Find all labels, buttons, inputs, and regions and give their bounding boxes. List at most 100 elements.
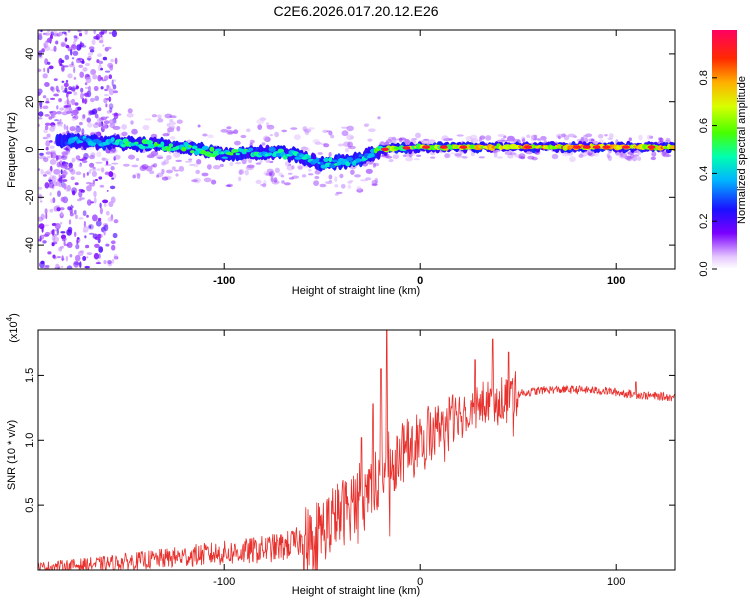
spectrogram-noise-blob	[53, 255, 57, 260]
snr-y-axis-label: SNR (10 * v/v)	[6, 420, 18, 490]
spectrogram-noise-blob	[75, 155, 81, 161]
spectrogram-halo-blob	[49, 159, 57, 165]
spectrogram-noise-blob	[43, 129, 48, 134]
spectrogram-noise-blob	[52, 254, 56, 259]
spectrogram-halo-blob	[590, 138, 595, 142]
spectrogram-noise-blob	[58, 174, 61, 178]
spectrogram-noise-blob	[94, 113, 99, 119]
spectrogram-noise-blob	[92, 214, 98, 222]
spectrogram-halo-blob	[651, 151, 657, 157]
spectrogram-halo-blob	[270, 176, 274, 182]
spectrogram-noise-blob	[96, 59, 100, 64]
snr-y-multiplier-exponent: 4	[5, 316, 14, 321]
spectrogram-halo-blob	[220, 128, 229, 133]
spectrogram-halo-blob	[89, 155, 95, 160]
spectrogram-halo-blob	[176, 125, 181, 132]
spectrogram-noise-blob	[38, 111, 44, 117]
spectrogram-noise-blob	[105, 103, 108, 108]
spectrogram-halo-blob	[288, 177, 295, 180]
spectrogram-halo-blob	[630, 153, 634, 159]
spectrogram-noise-blob	[50, 181, 55, 185]
spectrogram-noise-blob	[80, 92, 84, 100]
spectrogram-halo-blob	[454, 153, 462, 157]
spectrogram-noise-blob	[74, 209, 77, 215]
spectrogram-noise-blob	[64, 38, 68, 43]
spectrogram-halo-blob	[526, 134, 531, 139]
spectrogram-halo-blob	[42, 105, 49, 110]
spectrogram-peak-blob	[573, 145, 581, 149]
spectrogram-noise-blob	[53, 45, 57, 52]
spectrogram-noise-blob	[108, 88, 114, 96]
spectrogram-halo-blob	[646, 134, 651, 140]
snr-x-tick-label: 100	[607, 576, 625, 588]
spectrogram-noise-blob	[100, 67, 103, 71]
spectrogram-noise-blob	[71, 57, 75, 60]
spectrogram-noise-blob	[80, 189, 85, 193]
spectrogram-noise-blob	[57, 190, 61, 197]
spectrogram-peak-blob	[422, 145, 431, 149]
spectrogram-halo-blob	[207, 164, 212, 170]
spectrogram-noise-blob	[74, 102, 79, 106]
spectrogram-halo-blob	[308, 127, 315, 130]
spectrogram-noise-blob	[62, 179, 68, 182]
spectrogram-halo-blob	[266, 122, 269, 126]
spectrogram-noise-blob	[69, 212, 74, 217]
spectrogram-halo-blob	[82, 160, 88, 164]
spectrogram-noise-blob	[45, 101, 50, 104]
spectrogram-halo-blob	[443, 138, 452, 142]
spectrogram-core-blob	[241, 151, 247, 155]
spectrogram-halo-blob	[341, 126, 349, 129]
spectrogram-noise-blob	[44, 264, 50, 268]
spectrogram-noise-blob	[65, 79, 69, 83]
snr-plot-area	[38, 330, 675, 570]
spectrogram-halo-blob	[136, 173, 141, 179]
spectrogram-halo-blob	[374, 177, 378, 184]
spectrogram-halo-blob	[281, 129, 288, 133]
spectrogram-noise-blob	[106, 84, 110, 90]
spectrogram-core-blob	[336, 161, 342, 166]
snr-y-multiplier-close: )	[8, 313, 20, 317]
spectrogram-halo-blob	[260, 183, 264, 187]
spectrogram-noise-blob	[63, 171, 69, 175]
spectrogram-noise-blob	[39, 235, 42, 242]
spectrogram-noise-blob	[51, 242, 55, 247]
spectrogram-noise-blob	[62, 237, 67, 241]
spectrogram-halo-blob	[43, 157, 49, 163]
spectrogram-halo-blob	[156, 174, 160, 178]
spectrogram-halo-blob	[176, 119, 183, 124]
spectrogram-halo-blob	[53, 168, 61, 175]
snr-y-tick-label: 1.5	[24, 368, 36, 383]
spectrogram-halo-blob	[399, 137, 403, 143]
spectrogram-noise-blob	[56, 105, 59, 110]
spectrogram-halo-blob	[121, 131, 128, 137]
spectrogram-noise-blob	[67, 226, 73, 233]
spectrogram-noise-blob	[60, 245, 64, 249]
spectrogram-halo-blob	[317, 152, 323, 155]
spectrogram-halo-blob	[509, 152, 517, 156]
spectrogram-noise-blob	[91, 170, 97, 177]
spectrogram-noise-blob	[82, 210, 87, 217]
spectrogram-halo-blob	[121, 124, 127, 130]
spectrogram-halo-blob	[328, 174, 333, 180]
spectrogram-noise-blob	[44, 82, 50, 87]
spectrogram-noise-blob	[53, 93, 59, 97]
spectrogram-halo-blob	[345, 147, 350, 153]
spectrogram-noise-blob	[51, 86, 55, 93]
spectrogram-halo-blob	[96, 151, 102, 158]
spectrogram-halo-blob	[497, 156, 503, 159]
spectrogram-halo-blob	[666, 154, 672, 158]
spectrogram-halo-blob	[44, 125, 49, 130]
spectrogram-noise-blob	[111, 259, 115, 264]
spectrogram-noise-blob	[66, 92, 69, 98]
spectrogram-halo-blob	[323, 143, 330, 148]
spectrogram-halo-blob	[576, 138, 585, 142]
spectrogram-halo-blob	[265, 172, 271, 176]
spectrogram-core-blob	[201, 145, 209, 150]
spectrogram-halo-blob	[157, 114, 162, 119]
spectrogram-noise-blob	[38, 34, 43, 41]
spectrogram-noise-blob	[73, 260, 79, 268]
spectrogram-halo-blob	[45, 151, 52, 155]
spectrogram-noise-blob	[82, 67, 88, 72]
spectrogram-noise-blob	[86, 214, 89, 218]
spectrogram-halo-blob	[50, 113, 56, 119]
